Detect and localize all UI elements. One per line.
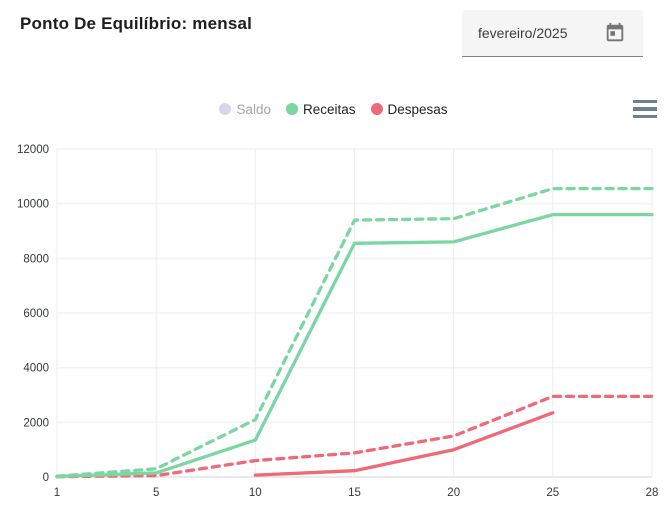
y-axis-label: 4000 (23, 363, 49, 375)
saldo-dot-icon (219, 103, 232, 115)
y-axis-label: 0 (43, 472, 49, 484)
legend-label: Saldo (236, 101, 271, 117)
chart-legend: Saldo Receitas Despesas (0, 98, 667, 120)
menu-bar (633, 100, 657, 104)
y-axis-label: 6000 (23, 308, 49, 320)
menu-bar (633, 107, 657, 111)
page-title: Ponto De Equilíbrio: mensal (20, 14, 253, 33)
calendar-icon[interactable] (595, 13, 635, 53)
y-axis-label: 10000 (17, 199, 49, 211)
y-axis-label: 12000 (17, 144, 49, 156)
series-receitas-prevista- (55, 186, 654, 478)
x-axis-label: 15 (348, 487, 361, 499)
hamburger-menu-icon[interactable] (632, 99, 658, 119)
x-axis-label: 28 (646, 487, 659, 499)
legend-label: Despesas (387, 101, 448, 117)
legend-item-receitas[interactable]: Receitas (285, 101, 356, 117)
series-despesas-realizada- (253, 411, 555, 477)
y-axis-label: 2000 (23, 417, 49, 429)
month-picker[interactable]: fevereiro/2025 (462, 10, 643, 57)
receitas-dot-icon (285, 103, 298, 115)
calendar-icon-glyph (606, 22, 624, 42)
x-axis-label: 10 (249, 487, 262, 499)
x-axis-label: 25 (546, 487, 559, 499)
despesas-dot-icon (370, 103, 383, 115)
y-axis-label: 8000 (23, 253, 49, 265)
chart-area: 0 2000 4000 6000 8000 10000 12000 1 5 10 15 20 25 28 (0, 120, 667, 516)
x-axis-label: 1 (54, 487, 60, 499)
x-axis-label: 5 (153, 487, 159, 499)
month-picker-value[interactable]: fevereiro/2025 (478, 25, 568, 41)
series-receitas-realizada- (55, 212, 654, 479)
legend-label: Receitas (302, 101, 356, 117)
series-despesas-prevista- (55, 394, 654, 479)
menu-bar (633, 114, 657, 118)
legend-item-saldo[interactable]: Saldo (219, 102, 271, 117)
x-axis-label: 20 (447, 487, 460, 499)
legend-item-despesas[interactable]: Despesas (370, 101, 448, 117)
